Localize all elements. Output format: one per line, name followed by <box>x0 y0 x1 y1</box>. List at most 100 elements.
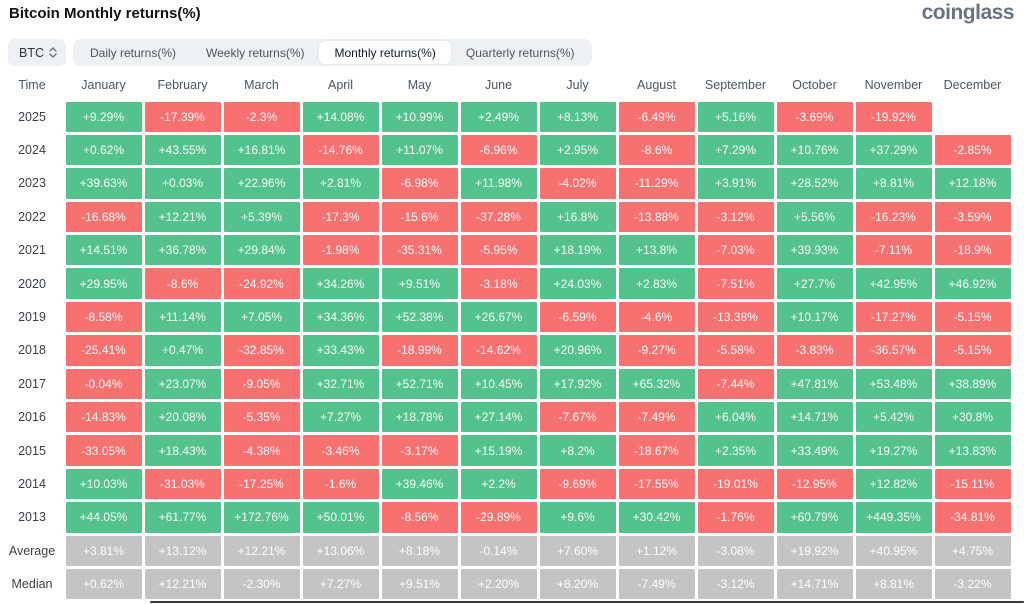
row-label: Median <box>11 577 53 592</box>
return-cell: +29.84% <box>223 235 300 266</box>
row-label: 2025 <box>18 109 46 124</box>
return-cell: -3.08% <box>697 535 774 566</box>
return-cell: -8.58% <box>65 301 142 333</box>
return-cell: -2.30% <box>223 568 300 600</box>
return-cell: -5.15% <box>934 301 1011 333</box>
table-row-2016: 2016 -14.83% +20.08% -5.35% +7.27% +18.78% +27… <box>0 401 1012 434</box>
return-cell: +26.67% <box>460 301 537 333</box>
return-cell: +13.8% <box>618 235 695 266</box>
return-cell: -6.96% <box>460 134 537 166</box>
coinglass-logo: coinglass <box>921 1 1015 24</box>
return-cell: +24.03% <box>539 268 616 299</box>
month-column-header: March <box>244 78 279 92</box>
return-cell: -16.68% <box>65 201 142 233</box>
return-cell: +15.19% <box>460 435 537 466</box>
return-cell: +42.95% <box>855 268 932 299</box>
return-cell: +14.71% <box>776 402 853 433</box>
return-cell: -17.3% <box>302 201 379 233</box>
return-cell: +37.29% <box>855 134 932 166</box>
return-cell: +60.79% <box>776 502 853 533</box>
month-column-header: December <box>943 78 1002 92</box>
return-cell: -8.6% <box>144 268 221 299</box>
tab-quarterly[interactable]: Quarterly returns(%) <box>451 41 590 64</box>
return-cell: +14.71% <box>776 568 853 600</box>
return-cell: +8.20% <box>539 568 616 600</box>
return-cell: +12.21% <box>223 535 300 566</box>
table-row-2024: 2024 +0.62% +43.55% +16.81% -14.76% +11.07% -6… <box>0 133 1012 166</box>
return-cell: -7.03% <box>697 235 774 266</box>
month-column-header: April <box>327 78 353 92</box>
return-cell: +0.03% <box>144 168 221 199</box>
table-row-average: Average +3.81% +13.12% +12.21% +13.06% +8.18%… <box>0 534 1012 567</box>
return-cell: +10.03% <box>65 468 142 500</box>
row-label: 2016 <box>18 410 46 425</box>
return-cell <box>935 102 1011 132</box>
page-title: Bitcoin Monthly returns(%) <box>9 5 201 22</box>
return-cell: +8.13% <box>539 101 616 132</box>
return-cell: +9.29% <box>65 101 142 132</box>
return-cell: -1.76% <box>697 502 774 533</box>
coin-selector-value: BTC <box>19 45 44 60</box>
return-cell: +5.16% <box>697 101 774 132</box>
return-cell: +10.99% <box>381 101 458 132</box>
table-row-2017: 2017 -0.04% +23.07% -9.05% +32.71% +52.71% +10… <box>0 367 1012 400</box>
return-cell: +0.47% <box>144 335 221 366</box>
return-cell: -6.98% <box>381 168 458 199</box>
return-cell: +11.14% <box>144 301 221 333</box>
return-cell: +2.35% <box>697 435 774 466</box>
return-cell: -4.6% <box>618 301 695 333</box>
return-cell: +0.62% <box>65 568 142 600</box>
return-cell: -35.31% <box>381 235 458 266</box>
row-label: 2018 <box>18 343 46 358</box>
return-cell: +17.92% <box>539 368 616 400</box>
return-cell: +2.2% <box>460 468 537 500</box>
return-cell: +27.14% <box>460 402 537 433</box>
month-column-header: October <box>792 78 837 92</box>
return-cell: +32.71% <box>302 368 379 400</box>
row-label: 2015 <box>18 443 46 458</box>
return-cell: -7.11% <box>855 235 932 266</box>
return-cell: +30.42% <box>618 502 695 533</box>
tab-weekly[interactable]: Weekly returns(%) <box>191 41 319 64</box>
table-row-2015: 2015 -33.05% +18.43% -4.38% -3.46% -3.17% +15.… <box>0 434 1012 467</box>
return-cell: +46.92% <box>934 268 1011 299</box>
return-cell: -11.29% <box>618 168 695 199</box>
return-cell: +7.27% <box>302 402 379 433</box>
return-cell: +34.26% <box>302 268 379 299</box>
tab-daily[interactable]: Daily returns(%) <box>75 41 191 64</box>
row-label: Average <box>8 543 56 558</box>
return-cell: +13.12% <box>144 535 221 566</box>
table-row-2013: 2013 +44.05% +61.77% +172.76% +50.01% -8.56% -… <box>0 501 1012 534</box>
return-cell: -3.12% <box>697 568 774 600</box>
return-cell: +18.43% <box>144 435 221 466</box>
return-cell: +14.51% <box>65 235 142 266</box>
return-cell: -14.83% <box>65 402 142 433</box>
return-cell: +5.56% <box>776 201 853 233</box>
return-cell: -14.76% <box>302 134 379 166</box>
horizontal-scrollbar[interactable] <box>150 600 1024 603</box>
return-cell: -2.3% <box>223 101 300 132</box>
return-cell: +33.49% <box>776 435 853 466</box>
return-cell: -1.6% <box>302 468 379 500</box>
return-cell: +12.21% <box>144 201 221 233</box>
tab-monthly[interactable]: Monthly returns(%) <box>319 41 451 64</box>
return-cell: -0.14% <box>460 535 537 566</box>
return-cell: +20.08% <box>144 402 221 433</box>
return-cell: -5.58% <box>697 335 774 366</box>
return-cell: -17.55% <box>618 468 695 500</box>
return-cell: +40.95% <box>855 535 932 566</box>
return-cell: -18.67% <box>618 435 695 466</box>
return-cell: -3.18% <box>460 268 537 299</box>
return-cell: -5.15% <box>934 335 1011 366</box>
return-cell: +0.62% <box>65 134 142 166</box>
return-cell: -32.85% <box>223 335 300 366</box>
return-cell: +13.06% <box>302 535 379 566</box>
return-cell: +47.81% <box>776 368 853 400</box>
coin-selector[interactable]: BTC <box>8 39 66 66</box>
return-cell: -3.22% <box>934 568 1011 600</box>
return-cell: +38.89% <box>934 368 1011 400</box>
return-cell: -18.9% <box>934 235 1011 266</box>
row-label: 2021 <box>18 243 46 258</box>
return-cell: +28.52% <box>776 168 853 199</box>
